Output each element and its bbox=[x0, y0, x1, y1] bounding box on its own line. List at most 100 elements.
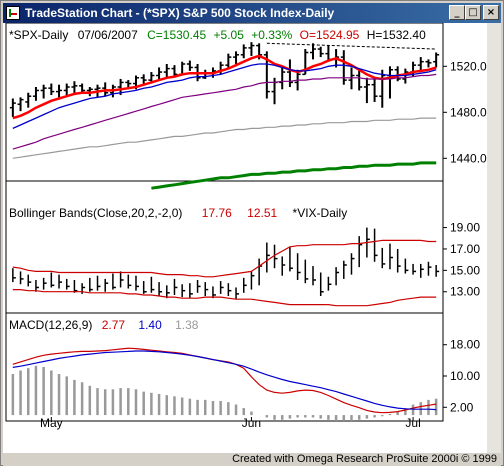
price-bar bbox=[248, 42, 255, 56]
price-header: *SPX-Daily 07/06/2007 C=1530.45 +5.05 +0… bbox=[9, 28, 426, 42]
price-bar bbox=[17, 97, 24, 112]
plot-frame bbox=[5, 22, 444, 422]
ma_100-line bbox=[12, 117, 437, 159]
vix-bar bbox=[89, 277, 93, 292]
close-button[interactable]: × bbox=[483, 5, 499, 20]
maximize-button[interactable]: □ bbox=[465, 5, 481, 20]
vix-bar bbox=[266, 242, 270, 273]
vix-bar bbox=[166, 285, 170, 299]
vix-bar bbox=[119, 271, 124, 288]
vix-bar bbox=[250, 271, 255, 290]
vix-bar bbox=[158, 282, 163, 297]
vix-bar bbox=[389, 243, 393, 270]
vix-bar bbox=[304, 259, 309, 284]
vix-bar bbox=[412, 263, 417, 275]
status-bar: Created with Omega Research ProSuite 200… bbox=[3, 453, 501, 466]
price-bar bbox=[56, 84, 63, 98]
price-axis-tick-label: 1440.00 bbox=[450, 151, 487, 165]
price-bar bbox=[140, 74, 147, 84]
price-bar bbox=[32, 87, 39, 101]
vix-bar bbox=[189, 283, 193, 299]
vix-bar bbox=[420, 263, 424, 278]
price-bar bbox=[394, 66, 401, 82]
vix-bar bbox=[96, 275, 101, 291]
vix-bar bbox=[312, 266, 317, 286]
vix-axis-tick-label: 15.00 bbox=[450, 263, 480, 277]
macd-header: MACD(12,26,9) 2.77 1.40 1.38 bbox=[9, 318, 199, 332]
bollinger-upper: 17.76 bbox=[202, 206, 232, 220]
vix-bar bbox=[104, 278, 109, 292]
price-bar bbox=[171, 65, 178, 77]
vix-bar bbox=[73, 279, 78, 293]
price-bar bbox=[417, 57, 424, 73]
price-bar bbox=[186, 60, 193, 71]
bollinger-lower-line bbox=[12, 289, 437, 307]
price-bar bbox=[233, 51, 240, 64]
vix-bar bbox=[12, 268, 16, 283]
price-axis-tick-label: 1520.00 bbox=[450, 59, 487, 73]
vix-bar bbox=[42, 277, 47, 290]
vix-bar bbox=[358, 236, 363, 268]
chart-svg: *SPX-Daily 07/06/2007 C=1530.45 +5.05 +0… bbox=[5, 22, 494, 430]
vix-axis-tick-label: 17.00 bbox=[450, 242, 480, 256]
price-bar bbox=[433, 52, 440, 68]
axis-labels: 1440.00 1480.00 1520.00 May Jun Jul 13.00 15.00… bbox=[40, 59, 494, 430]
price-bar bbox=[225, 53, 232, 69]
macd-axis-tick-label: 2.00 bbox=[450, 400, 474, 414]
macd-label: MACD(12,26,9) bbox=[9, 318, 92, 332]
price-bar bbox=[356, 69, 363, 91]
vix-bar bbox=[142, 281, 147, 294]
price-bar bbox=[25, 92, 32, 108]
price-bar bbox=[379, 69, 386, 108]
resistance-line bbox=[266, 42, 437, 50]
price-date: 07/06/2007 bbox=[78, 28, 138, 42]
vix-bar bbox=[289, 246, 293, 272]
vix-bar bbox=[196, 279, 201, 293]
ma_200-line bbox=[151, 161, 437, 190]
month-label: Jul bbox=[405, 416, 420, 430]
vix-bar bbox=[50, 272, 55, 288]
macd-signal-value: 1.40 bbox=[138, 318, 162, 332]
chart-area[interactable]: *SPX-Daily 07/06/2007 C=1530.45 +5.05 +0… bbox=[3, 22, 501, 453]
vix-bar bbox=[65, 278, 70, 290]
vix-bar bbox=[58, 274, 63, 289]
vix-bar bbox=[135, 275, 139, 291]
vix-axis-tick-label: 19.00 bbox=[450, 221, 480, 235]
price-axis-tick-label: 1480.00 bbox=[450, 105, 487, 119]
vix-bar bbox=[427, 261, 432, 276]
vertical-scrollbar[interactable] bbox=[487, 23, 501, 453]
price-change: +5.05 bbox=[214, 28, 245, 42]
price-plot bbox=[9, 42, 440, 190]
price-bar bbox=[279, 66, 286, 90]
vix-bar bbox=[435, 265, 440, 277]
ma_short-line bbox=[12, 54, 437, 120]
month-label: Jun bbox=[242, 416, 261, 430]
price-bar bbox=[310, 43, 317, 60]
vix-bar bbox=[112, 273, 116, 290]
vix-bar bbox=[343, 260, 347, 279]
vix-bar bbox=[127, 274, 132, 289]
vix-bar bbox=[396, 248, 401, 273]
credit-text: Created with Omega Research ProSuite 200… bbox=[232, 453, 497, 465]
vix-bar bbox=[296, 253, 301, 280]
vix-bar bbox=[181, 284, 186, 298]
vix-bar bbox=[335, 267, 340, 286]
vix-bar bbox=[319, 272, 324, 297]
title-bar[interactable]: TradeStation Chart - (*SPX) S&P 500 Stoc… bbox=[3, 3, 501, 23]
price-bar bbox=[317, 46, 324, 58]
vix-bar bbox=[273, 244, 278, 269]
vix-bar bbox=[19, 271, 24, 285]
vix-bar bbox=[204, 282, 209, 297]
vix-bar bbox=[212, 286, 216, 299]
price-bar bbox=[9, 98, 16, 117]
bollinger-label: Bollinger Bands(Close,20,2,-2,0) bbox=[9, 206, 182, 220]
vix-bar bbox=[173, 278, 178, 295]
vix-bar bbox=[350, 253, 355, 275]
price-bar bbox=[71, 81, 78, 94]
price-close: C=1530.45 bbox=[147, 28, 206, 42]
vix-plot bbox=[12, 227, 440, 307]
minimize-button[interactable]: _ bbox=[449, 5, 465, 20]
vix-bar bbox=[381, 247, 386, 269]
vix-symbol: *VIX-Daily bbox=[293, 206, 348, 220]
